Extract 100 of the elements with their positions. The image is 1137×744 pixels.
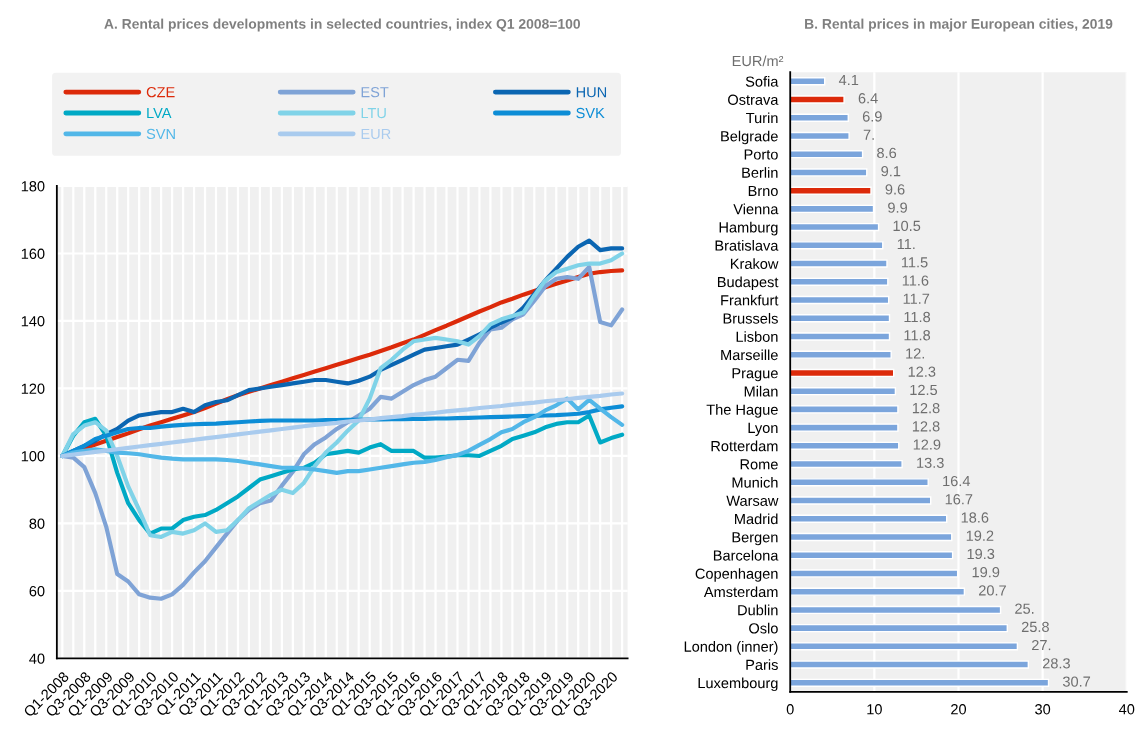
data-label: 13.3 xyxy=(917,457,944,468)
data-label: 27. xyxy=(1032,639,1051,651)
y-tick-label: 180 xyxy=(21,181,45,192)
data-label: 4.1 xyxy=(838,75,859,86)
x-tick-label: 40 xyxy=(1118,704,1135,715)
x-tick-label: 0 xyxy=(786,704,794,715)
y-tick-label: Luxembourg xyxy=(698,677,778,692)
data-label: 11.6 xyxy=(902,275,929,286)
x-tick-label: 20 xyxy=(951,704,967,715)
y-axis-title: EUR/m² xyxy=(732,55,784,67)
data-label: 6.9 xyxy=(862,111,882,122)
text: EUR xyxy=(361,128,391,140)
y-tick-label: 80 xyxy=(29,518,45,529)
data-label: 11.8 xyxy=(904,311,931,323)
text: SVK xyxy=(576,107,605,119)
y-tick-label: Budapest xyxy=(717,276,779,291)
y-tick-label: Lyon xyxy=(748,422,778,436)
data-label: 11.8 xyxy=(904,330,931,341)
data-label: 9.9 xyxy=(888,202,907,213)
y-tick-label: London (inner) xyxy=(684,641,778,655)
y-tick-label: Brno xyxy=(748,185,778,197)
bar xyxy=(790,150,864,159)
x-tick-label: 30 xyxy=(1035,704,1051,715)
y-tick-label: Barcelona xyxy=(713,549,779,561)
y-tick-label: 100 xyxy=(21,451,45,462)
y-tick-label: Berlin xyxy=(742,167,778,178)
y-tick-label: The Hague xyxy=(706,404,778,418)
y-tick-label: Lisbon xyxy=(736,331,778,342)
bar xyxy=(790,113,849,122)
data-label: 19.3 xyxy=(967,548,995,560)
bar xyxy=(790,168,868,177)
x-tick-label: 10 xyxy=(867,704,882,715)
y-tick-label: Marseille xyxy=(721,349,778,361)
data-label: 12. xyxy=(906,348,925,359)
data-label: 19.9 xyxy=(972,567,1000,578)
y-tick-label: 140 xyxy=(21,316,45,327)
y-tick-label: Dublin xyxy=(738,604,778,616)
bar xyxy=(790,95,845,104)
y-tick-label: Bratislava xyxy=(715,240,779,251)
chart-title: B. Rental prices in major European cities, 2019 xyxy=(805,18,1113,32)
data-label: 16.4 xyxy=(943,475,971,487)
text: HUN xyxy=(576,87,607,98)
y-tick-label: Sofia xyxy=(745,76,779,87)
line-series xyxy=(60,396,625,475)
bar xyxy=(790,131,850,141)
y-tick-label: Copenhagen xyxy=(695,568,778,582)
chart-title: A. Rental prices developments in selected countries, index Q1 2008=100 xyxy=(104,18,581,32)
text: CZE xyxy=(146,86,175,98)
data-label: 16.7 xyxy=(945,494,973,505)
y-tick-label: Oslo xyxy=(749,622,778,634)
data-label: 28.3 xyxy=(1042,658,1070,669)
data-label: 25.8 xyxy=(1021,621,1049,633)
data-label: 9.1 xyxy=(881,166,901,177)
y-tick-label: Brussels xyxy=(723,312,778,324)
data-label: 19.2 xyxy=(966,530,994,541)
data-label: 8.6 xyxy=(877,147,897,159)
data-label: 11. xyxy=(897,239,915,250)
y-tick-label: Warsaw xyxy=(726,495,779,506)
data-label: 11.7 xyxy=(903,293,930,304)
y-tick-label: Ostrava xyxy=(728,94,779,105)
y-tick-label: Porto xyxy=(744,149,778,160)
y-tick-label: Vienna xyxy=(733,203,779,215)
text: SVN xyxy=(146,128,175,140)
data-label: 18.6 xyxy=(961,512,989,523)
y-tick-label: Rome xyxy=(740,459,778,470)
y-tick-label: Frankfurt xyxy=(721,294,779,306)
y-tick-label: Rotterdam xyxy=(711,440,778,452)
text: EST xyxy=(361,86,389,98)
y-tick-label: Prague xyxy=(732,368,778,382)
data-label: 12.8 xyxy=(912,421,940,432)
data-label: 12.8 xyxy=(912,402,940,414)
line-series xyxy=(60,391,625,459)
data-label: 10.5 xyxy=(893,220,921,232)
line-series xyxy=(60,251,625,540)
y-tick-label: Paris xyxy=(746,659,778,671)
data-label: 12.5 xyxy=(910,384,938,396)
y-tick-label: Hamburg xyxy=(719,221,778,236)
data-label: 30.7 xyxy=(1062,676,1091,687)
bar xyxy=(790,77,826,86)
y-tick-label: Munich xyxy=(732,477,778,488)
y-tick-label: Milan xyxy=(744,385,778,397)
y-tick-label: 160 xyxy=(21,248,45,259)
data-label: 12.3 xyxy=(908,366,936,377)
y-tick-label: 120 xyxy=(21,383,45,394)
text: LTU xyxy=(361,108,386,119)
data-label: 6.4 xyxy=(858,93,878,104)
y-tick-label: Madrid xyxy=(735,513,778,525)
data-label: 20.7 xyxy=(979,585,1006,596)
data-label: 9.6 xyxy=(885,184,905,195)
data-label: 25. xyxy=(1015,603,1034,614)
y-tick-label: Turin xyxy=(746,112,778,124)
y-tick-label: 60 xyxy=(29,586,45,597)
data-label: 7. xyxy=(863,129,874,140)
data-label: 11.5 xyxy=(901,257,928,268)
data-label: 12.9 xyxy=(913,439,941,450)
y-tick-label: Belgrade xyxy=(721,130,778,145)
y-tick-label: Krakow xyxy=(730,258,779,269)
y-tick-label: 40 xyxy=(29,653,45,664)
y-tick-label: Bergen xyxy=(732,532,778,546)
y-tick-label: Amsterdam xyxy=(703,586,778,598)
